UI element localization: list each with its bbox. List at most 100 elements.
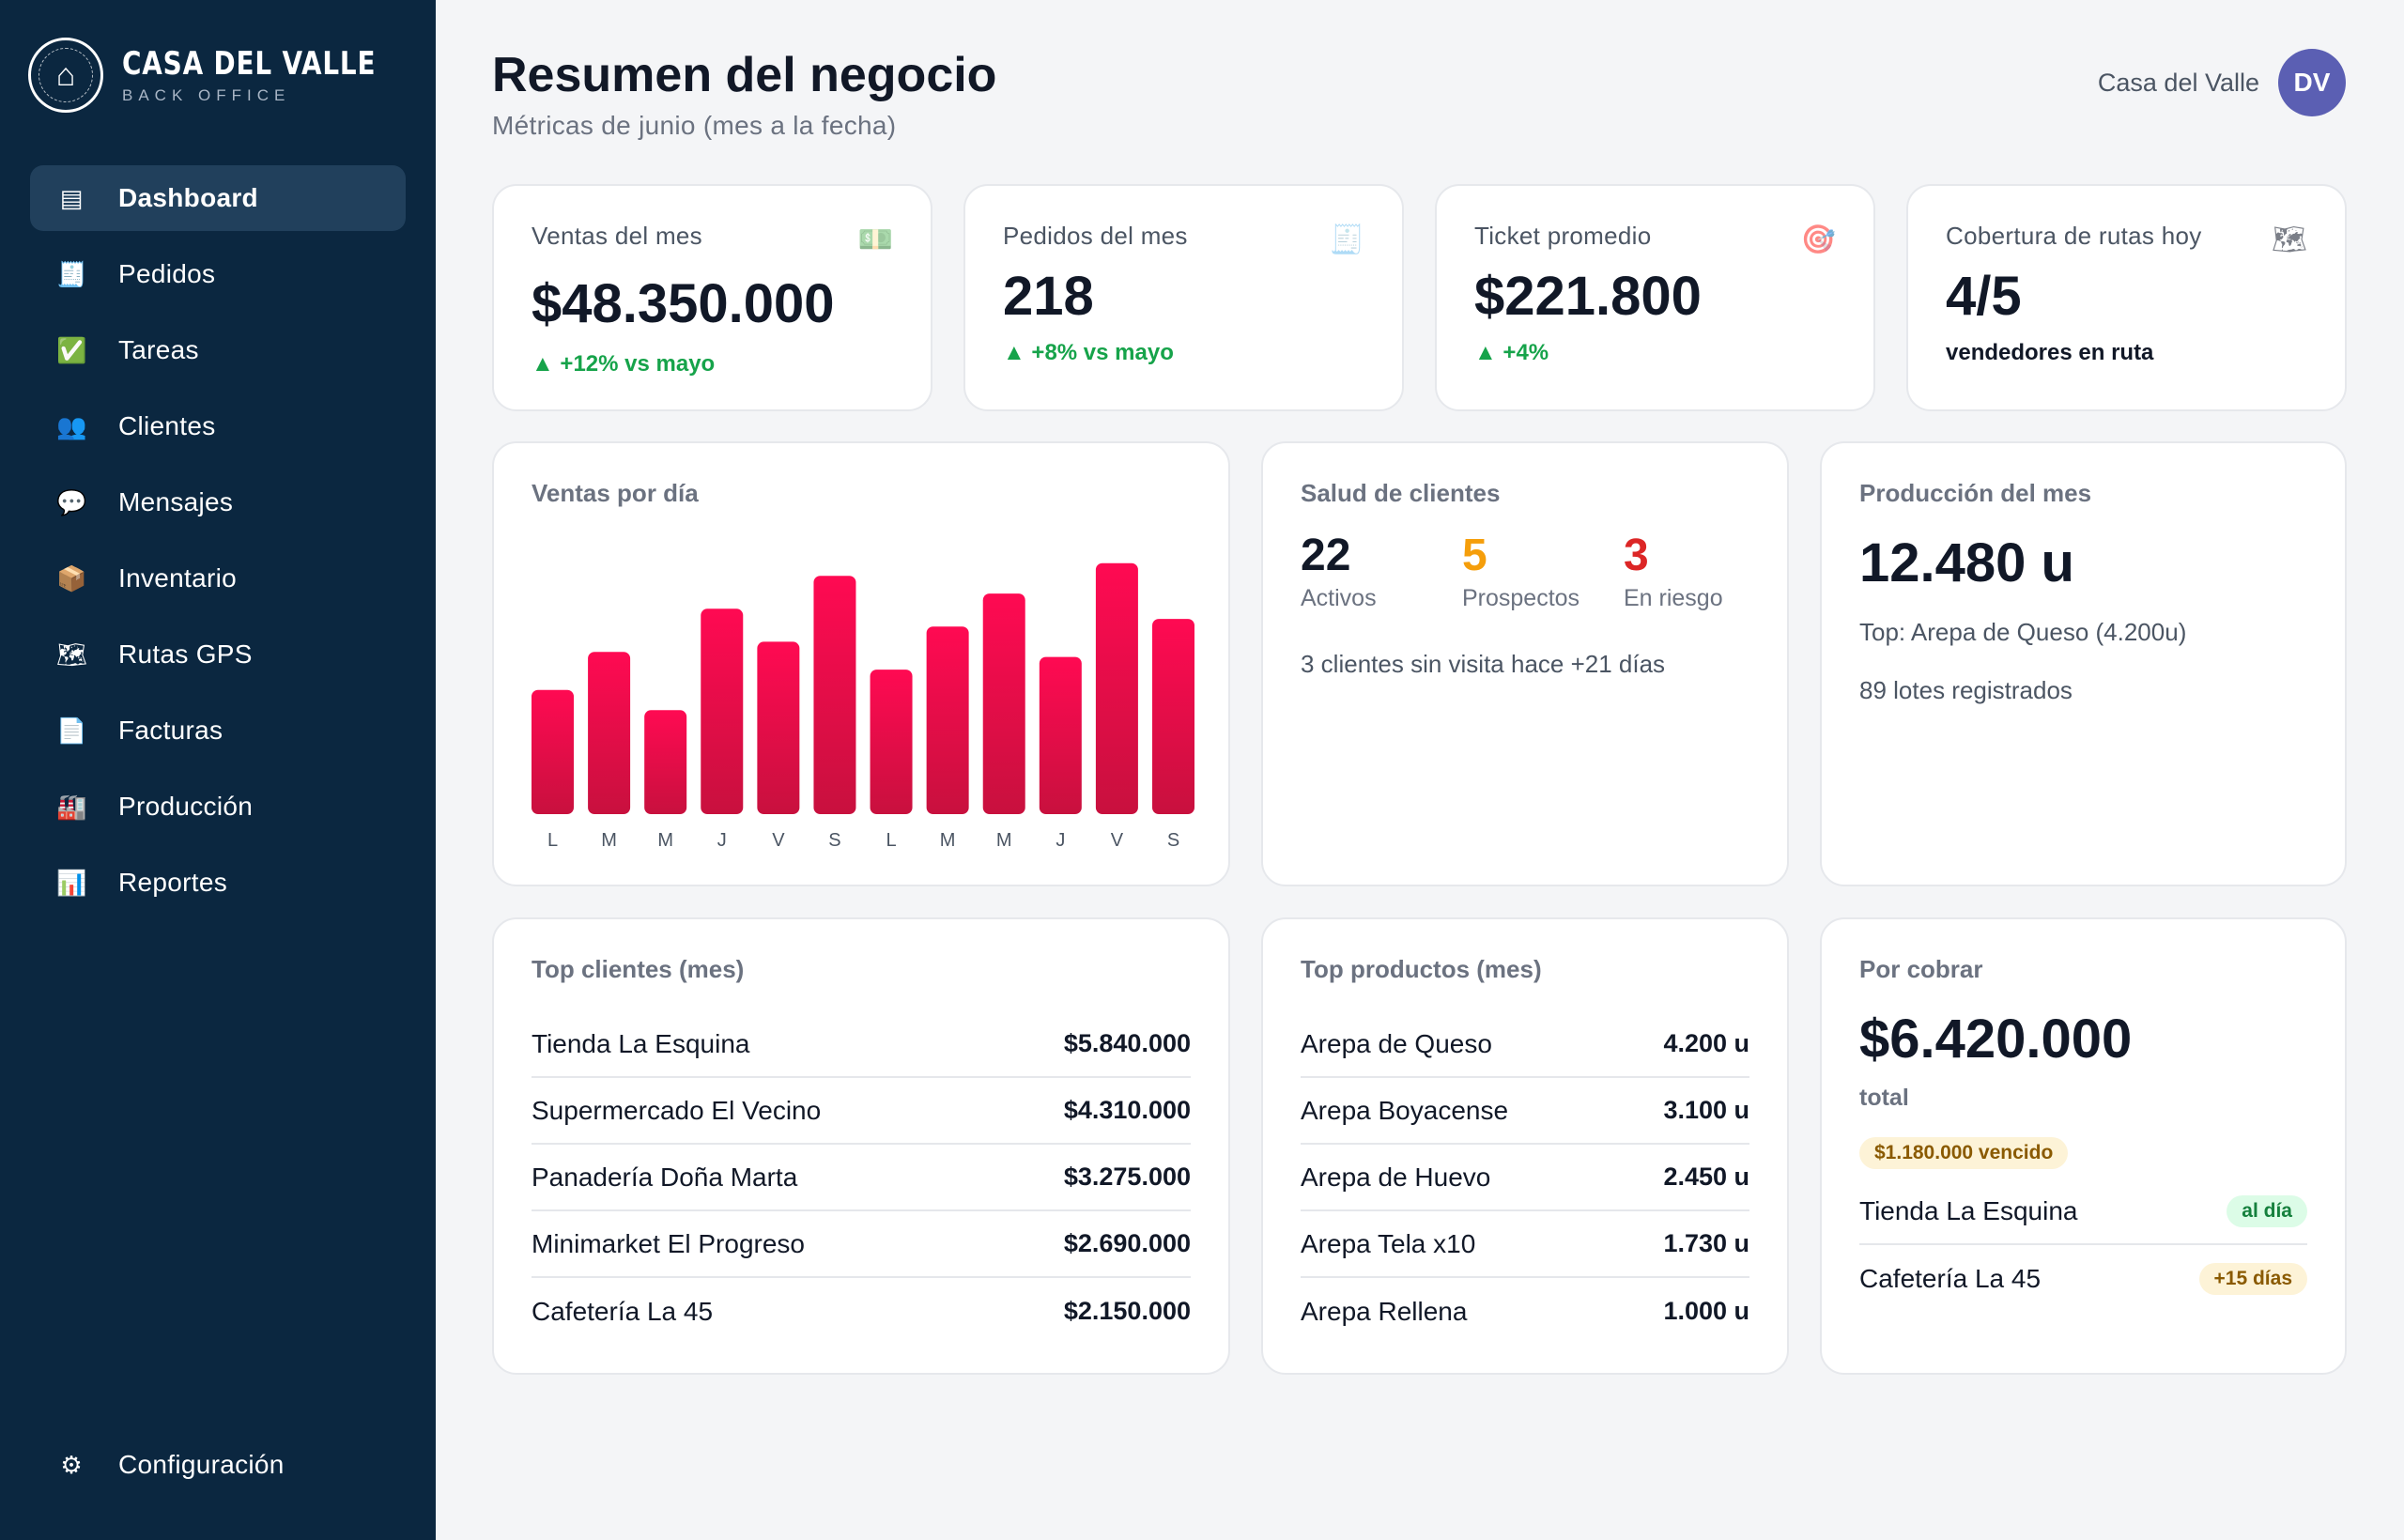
health-stat-value: 22 — [1301, 531, 1351, 580]
dashboard-icon: ▤ — [59, 183, 84, 212]
card-title: Top productos (mes) — [1301, 955, 1542, 983]
chart-bar[interactable] — [644, 710, 687, 814]
sidebar-item-clientes[interactable]: 👥 Clientes — [30, 393, 406, 459]
sidebar-item-dashboard[interactable]: ▤ Dashboard — [30, 165, 406, 231]
list-item-name: Cafetería La 45 — [532, 1296, 714, 1326]
list-item-name: Supermercado El Vecino — [532, 1095, 822, 1125]
health-stat-label: En riesgo — [1624, 584, 1723, 611]
map-icon: 🗺 — [56, 639, 88, 669]
overdue-badge: $1.180.000 vencido — [1859, 1137, 2069, 1169]
brand-name: CASA DEL VALLE — [122, 45, 377, 83]
chart-x-tick-label: M — [657, 830, 673, 851]
chart-bar[interactable] — [532, 689, 574, 814]
list-item[interactable]: Arepa de Huevo 2.450 u — [1301, 1145, 1749, 1211]
brand-logo[interactable]: ⌂ CASA DEL VALLE BACK OFFICE — [28, 38, 432, 113]
chart-bar[interactable] — [1039, 656, 1082, 814]
list-item[interactable]: Arepa de Queso 4.200 u — [1301, 1011, 1749, 1078]
sidebar-item-label: Inventario — [118, 563, 237, 593]
receivables-list: Tienda La Esquina al día Cafetería La 45 +1… — [1859, 1178, 2307, 1312]
top-clients-card: Top clientes (mes) Tienda La Esquina $5.8… — [492, 917, 1230, 1375]
sidebar-item-reportes[interactable]: 📊 Reportes — [30, 850, 406, 916]
chart-bar[interactable] — [1152, 619, 1194, 814]
chart-x-tick-label: M — [601, 830, 617, 851]
card-title: Ventas por día — [532, 479, 699, 507]
chart-x-tick-label: S — [1167, 830, 1179, 851]
target-icon: 🎯 — [1800, 224, 1836, 255]
user-menu[interactable]: Casa del Valle DV — [2098, 49, 2346, 116]
money-icon: 💵 — [857, 224, 893, 255]
list-item-value: $3.275.000 — [1063, 1163, 1191, 1191]
sidebar-item-produccion[interactable]: 🏭 Producción — [30, 774, 406, 839]
top-products-card: Top productos (mes) Arepa de Queso 4.200 … — [1261, 917, 1789, 1375]
card-title: Salud de clientes — [1301, 479, 1501, 507]
sidebar-item-label: Mensajes — [118, 487, 234, 516]
list-item[interactable]: Tienda La Esquina $5.840.000 — [532, 1011, 1191, 1078]
list-item[interactable]: Minimarket El Progreso $2.690.000 — [532, 1211, 1191, 1278]
kpi-delta: ▲ +12% vs mayo — [532, 351, 716, 377]
chart-bar[interactable] — [813, 576, 856, 814]
chart-bar[interactable] — [926, 626, 969, 814]
bar-chart-icon: 📊 — [56, 868, 87, 897]
sidebar-item-label: Clientes — [118, 411, 216, 440]
chart-bar[interactable] — [870, 670, 913, 814]
sidebar-item-configuracion[interactable]: ⚙ Configuración — [30, 1432, 406, 1498]
sidebar-item-label: Pedidos — [118, 259, 216, 288]
list-item-value: 4.200 u — [1663, 1029, 1749, 1057]
chart-bar[interactable] — [757, 641, 800, 814]
list-item[interactable]: Panadería Doña Marta $3.275.000 — [532, 1145, 1191, 1211]
sidebar-item-pedidos[interactable]: 🧾 Pedidos — [30, 241, 406, 307]
receivable-row[interactable]: Cafetería La 45 +15 días — [1859, 1245, 2307, 1312]
sidebar-item-inventario[interactable]: 📦 Inventario — [30, 546, 406, 611]
sidebar-item-label: Reportes — [118, 868, 228, 897]
avatar[interactable]: DV — [2278, 49, 2346, 116]
health-stat: 5 Prospectos — [1462, 531, 1624, 612]
receivable-row[interactable]: Tienda La Esquina al día — [1859, 1178, 2307, 1245]
list-item-value: 2.450 u — [1663, 1163, 1749, 1191]
list-item[interactable]: Arepa Rellena 1.000 u — [1301, 1278, 1749, 1345]
chart-bar[interactable] — [588, 652, 631, 814]
list-item[interactable]: Cafetería La 45 $2.150.000 — [532, 1278, 1191, 1345]
kpi-label: Cobertura de rutas hoy — [1946, 222, 2202, 250]
receivables-total-label: total — [1859, 1085, 1909, 1111]
kpi-card-pedidos: Pedidos del mes 🧾 218 ▲ +8% vs mayo — [963, 184, 1404, 411]
chart-bar[interactable] — [701, 608, 744, 814]
list-item-value: $2.150.000 — [1063, 1297, 1191, 1325]
kpi-value: $221.800 — [1474, 266, 1702, 327]
list-item-name: Panadería Doña Marta — [532, 1162, 798, 1192]
list-item[interactable]: Arepa Boyacense 3.100 u — [1301, 1078, 1749, 1145]
list-item-name: Arepa Boyacense — [1301, 1095, 1509, 1125]
kpi-card-ventas: Ventas del mes 💵 $48.350.000 ▲ +12% vs m… — [492, 184, 932, 411]
kpi-note: vendedores en ruta — [1946, 340, 2154, 365]
chart-bar[interactable] — [982, 593, 1025, 814]
card-title: Por cobrar — [1859, 955, 1983, 983]
sidebar-item-label: Configuración — [118, 1450, 285, 1479]
sidebar-item-rutas-gps[interactable]: 🗺 Rutas GPS — [30, 622, 406, 687]
sidebar-item-label: Producción — [118, 792, 254, 821]
list-item-name: Minimarket El Progreso — [532, 1228, 805, 1258]
chart-x-tick-label: M — [940, 830, 956, 851]
chart-x-tick-label: M — [996, 830, 1012, 851]
chart-bar[interactable] — [1095, 562, 1138, 814]
production-top-product: Top: Arepa de Queso (4.200u) — [1859, 618, 2187, 646]
kpi-card-cobertura: Cobertura de rutas hoy 🗺 4/5 vendedores … — [1906, 184, 2347, 411]
sidebar-item-tareas[interactable]: ✅ Tareas — [30, 317, 406, 383]
top-clients-list: Tienda La Esquina $5.840.000 Supermercado … — [532, 1011, 1191, 1345]
health-stat-label: Activos — [1301, 584, 1377, 611]
health-note: 3 clientes sin visita hace +21 días — [1301, 650, 1666, 678]
receipt-icon: 🧾 — [1329, 224, 1364, 255]
list-item-value: $5.840.000 — [1063, 1029, 1191, 1057]
list-item[interactable]: Arepa Tela x10 1.730 u — [1301, 1211, 1749, 1278]
factory-icon: 🏭 — [56, 792, 87, 821]
chart-x-tick-label: S — [828, 830, 840, 851]
sidebar-item-mensajes[interactable]: 💬 Mensajes — [30, 470, 406, 535]
production-lots: 89 lotes registrados — [1859, 676, 2073, 704]
status-badge: +15 días — [2198, 1262, 2307, 1295]
health-stats: 22 Activos 5 Prospectos 3 En riesgo — [1301, 531, 1785, 612]
list-item-value: 1.730 u — [1663, 1229, 1749, 1257]
production-card: Producción del mes 12.480 u Top: Arepa d… — [1820, 441, 2347, 886]
list-item[interactable]: Supermercado El Vecino $4.310.000 — [532, 1078, 1191, 1145]
list-item-value: 1.000 u — [1663, 1297, 1749, 1325]
sidebar-item-facturas[interactable]: 📄 Facturas — [30, 698, 406, 763]
chart-x-tick-label: V — [772, 830, 785, 851]
